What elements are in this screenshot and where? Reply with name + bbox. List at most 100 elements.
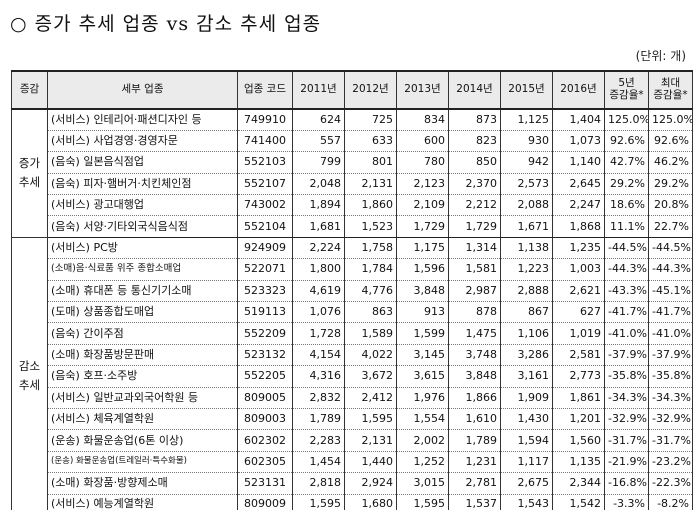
count-2012: 1,680 [344, 494, 397, 510]
count-2015: 1,138 [500, 237, 553, 260]
count-2013: 1,595 [396, 494, 449, 510]
industry-name: (음숙) 일본음식점업 [47, 151, 238, 174]
header-ratemax: 최대 증감율* [648, 70, 693, 110]
count-2011: 1,800 [292, 258, 345, 281]
count-2012: 2,412 [344, 387, 397, 409]
count-2012: 1,440 [344, 451, 397, 474]
count-2016: 2,581 [552, 344, 605, 367]
rate-max: 20.8% [648, 194, 693, 217]
group-decrease-line1: 감소 [18, 358, 41, 373]
count-2014: 2,987 [448, 280, 501, 303]
rate-5yr: 42.7% [604, 151, 649, 174]
count-2016: 1,560 [552, 429, 605, 452]
count-2013: 3,015 [396, 472, 449, 495]
header-2013: 2013년 [396, 70, 449, 110]
count-2013: 600 [396, 130, 449, 153]
industry-code: 749910 [237, 109, 293, 131]
header-2015: 2015년 [500, 70, 553, 110]
count-2015: 1,106 [500, 322, 553, 345]
count-2015: 1,223 [500, 258, 553, 281]
table-row: (음숙) 일본음식점업 552103 799 801 780 850 942 1,140 42.… [12, 151, 693, 174]
count-2013: 2,123 [396, 173, 449, 196]
table-row: (서비스) 광고대행업 743002 1,894 1,860 2,109 2,212 2,0… [12, 194, 693, 217]
count-2015: 3,161 [500, 365, 553, 388]
rate-max: 46.2% [648, 151, 693, 174]
count-2011: 557 [292, 130, 345, 153]
industry-name: (서비스) 체육계열학원 [47, 408, 238, 431]
count-2013: 2,109 [396, 194, 449, 217]
count-2011: 2,818 [292, 472, 345, 495]
count-2014: 1,475 [448, 322, 501, 345]
industry-code: 552205 [237, 365, 293, 388]
rate-5yr: -37.9% [604, 344, 649, 367]
count-2012: 801 [344, 151, 397, 174]
count-2013: 913 [396, 301, 449, 324]
count-2015: 1,909 [500, 387, 553, 409]
industry-code: 519113 [237, 301, 293, 324]
count-2011: 1,595 [292, 494, 345, 510]
count-2016: 1,135 [552, 451, 605, 474]
count-2016: 1,235 [552, 237, 605, 260]
rate-5yr: -3.3% [604, 494, 649, 510]
count-2014: 1,610 [448, 408, 501, 431]
industry-name: (서비스) 광고대행업 [47, 194, 238, 217]
table-row: (음숙) 간이주점 552209 1,728 1,589 1,599 1,475 1,106… [12, 322, 693, 345]
rate-max: -31.7% [648, 429, 693, 452]
rate-5yr: -41.0% [604, 322, 649, 345]
industry-code: 809009 [237, 494, 293, 510]
count-2015: 2,088 [500, 194, 553, 217]
count-2015: 942 [500, 151, 553, 174]
count-2015: 1,543 [500, 494, 553, 510]
table-row: (서비스) 예능계열학원 809009 1,595 1,680 1,595 1,537 1,… [12, 494, 693, 510]
industry-name: (운송) 화물운송업(트레일러·특수화물) [47, 451, 238, 474]
table-row: (음숙) 피자·햄버거·치킨체인점 552107 2,048 2,131 2,123 2,… [12, 173, 693, 196]
count-2012: 2,131 [344, 173, 397, 196]
count-2011: 1,076 [292, 301, 345, 324]
count-2012: 725 [344, 109, 397, 131]
count-2011: 1,789 [292, 408, 345, 431]
count-2013: 3,848 [396, 280, 449, 303]
rate-max: -44.5% [648, 237, 693, 260]
rate-max: 92.6% [648, 130, 693, 153]
count-2014: 878 [448, 301, 501, 324]
header-2011: 2011년 [292, 70, 345, 110]
rate-5yr: 18.6% [604, 194, 649, 217]
count-2013: 3,145 [396, 344, 449, 367]
count-2016: 1,140 [552, 151, 605, 174]
table-row: (도매) 상품종합도매업 519113 1,076 863 913 878 867 627 -4… [12, 301, 693, 324]
count-2014: 1,581 [448, 258, 501, 281]
group-increase-line2: 추세 [18, 175, 41, 190]
count-2016: 1,019 [552, 322, 605, 345]
count-2013: 1,599 [396, 322, 449, 345]
count-2015: 2,573 [500, 173, 553, 196]
rate-max: -35.8% [648, 365, 693, 388]
count-2014: 873 [448, 109, 501, 131]
header-2012: 2012년 [344, 70, 397, 110]
header-code: 업종 코드 [237, 70, 293, 110]
count-2011: 1,894 [292, 194, 345, 217]
count-2014: 1,866 [448, 387, 501, 409]
industry-name: (서비스) 사업경영·경영자문 [47, 130, 238, 153]
count-2014: 1,789 [448, 429, 501, 452]
count-2016: 2,773 [552, 365, 605, 388]
industry-code: 523323 [237, 280, 293, 303]
count-2014: 2,212 [448, 194, 501, 217]
count-2016: 1,073 [552, 130, 605, 153]
group-decrease-line2: 추세 [18, 378, 41, 393]
table-row: 감소 추세 (서비스) PC방 924909 2,224 1,758 1,175 1,314 1… [11, 237, 693, 510]
industry-code: 743002 [237, 194, 293, 217]
count-2011: 2,283 [292, 429, 345, 452]
header-group: 증감 [11, 70, 48, 110]
rate-5yr: -44.3% [604, 258, 649, 281]
count-2013: 1,596 [396, 258, 449, 281]
rate-5yr: 29.2% [604, 173, 649, 196]
count-2016: 1,542 [552, 494, 605, 510]
industry-name: (음숙) 서양·기타외국식음식점 [47, 215, 238, 238]
count-2016: 2,645 [552, 173, 605, 196]
count-2014: 2,781 [448, 472, 501, 495]
count-2013: 1,554 [396, 408, 449, 431]
industry-name: (소매) 화장품·방향제소매 [47, 472, 238, 495]
count-2015: 867 [500, 301, 553, 324]
industry-name: (서비스) 일반교과외국어학원 등 [47, 387, 238, 409]
count-2015: 1,117 [500, 451, 553, 474]
